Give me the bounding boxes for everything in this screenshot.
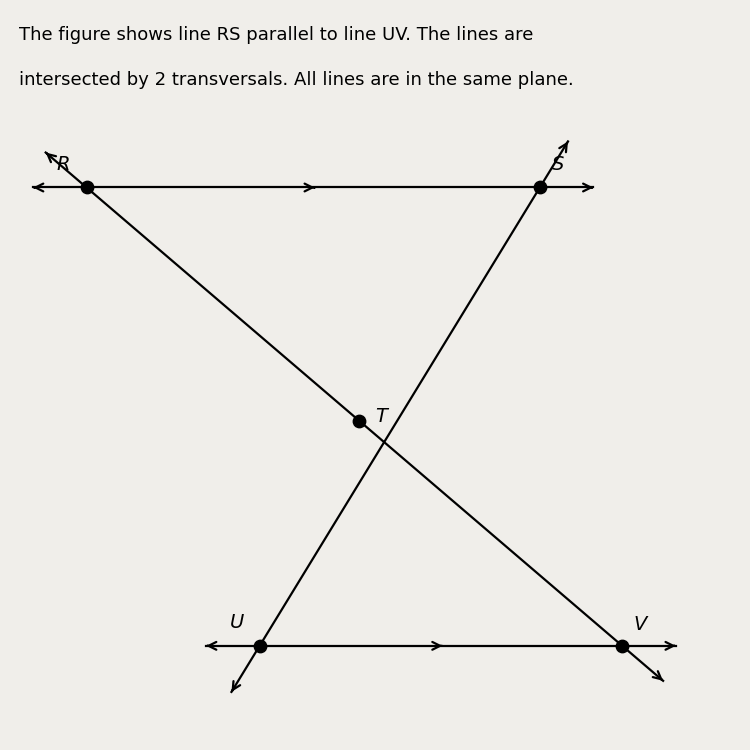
Point xyxy=(352,415,364,427)
Text: T: T xyxy=(376,407,388,426)
Text: intersected by 2 transversals. All lines are in the same plane.: intersected by 2 transversals. All lines… xyxy=(19,71,574,89)
Text: S: S xyxy=(552,154,564,174)
Text: U: U xyxy=(230,613,244,632)
Text: The figure shows line RS parallel to line UV. The lines are: The figure shows line RS parallel to lin… xyxy=(19,26,533,44)
Point xyxy=(534,182,546,194)
Text: R: R xyxy=(57,154,70,174)
Point xyxy=(80,182,92,194)
Point xyxy=(254,640,266,652)
Point xyxy=(616,640,628,652)
Text: V: V xyxy=(634,616,647,634)
